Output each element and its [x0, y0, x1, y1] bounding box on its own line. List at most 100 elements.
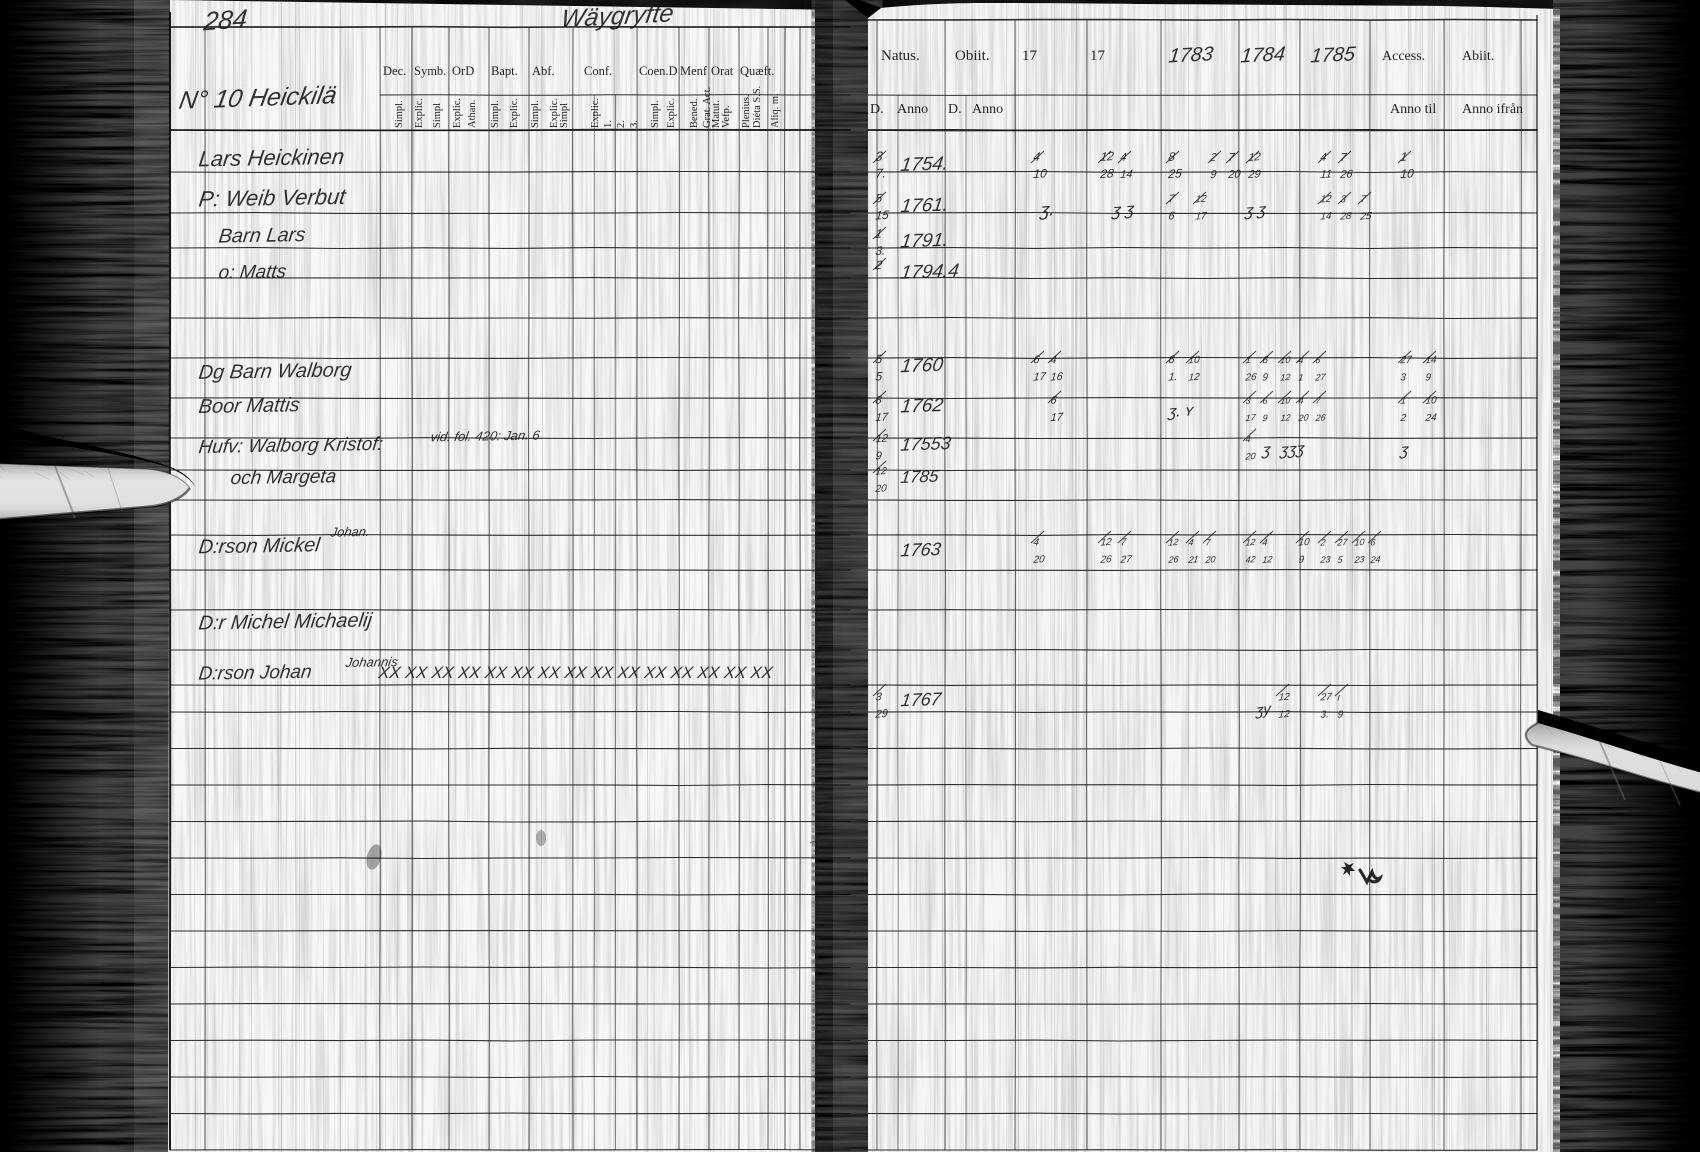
- svg-text:ʒ ʒ: ʒ ʒ: [1111, 200, 1135, 221]
- svg-text:Bened.: Bened.: [689, 99, 700, 128]
- svg-text:17: 17: [1195, 211, 1208, 223]
- svg-text:Vefp.: Vefp.: [721, 106, 732, 128]
- svg-text:26: 26: [1339, 168, 1354, 181]
- svg-text:10: 10: [1298, 537, 1311, 549]
- svg-text:Barn Lars: Barn Lars: [217, 224, 306, 247]
- svg-text:ʒ ʒ: ʒ ʒ: [1244, 201, 1268, 221]
- svg-text:12: 12: [1248, 151, 1261, 164]
- svg-text:Dec.: Dec.: [383, 64, 406, 78]
- svg-text:1754.: 1754.: [899, 153, 949, 176]
- svg-text:24: 24: [1369, 554, 1381, 565]
- svg-text:Johan.: Johan.: [329, 524, 371, 540]
- svg-text:12: 12: [875, 433, 888, 446]
- svg-text:Quæft.: Quæft.: [740, 64, 774, 78]
- svg-text:12: 12: [1100, 149, 1115, 164]
- svg-text:D:r Michel Michaelij: D:r Michel Michaelij: [197, 610, 373, 635]
- svg-text:D:rson Mickel: D:rson Mickel: [197, 534, 321, 558]
- svg-text:26: 26: [1099, 554, 1113, 566]
- svg-text:o: Matts: o: Matts: [217, 262, 288, 284]
- svg-text:10: 10: [1188, 355, 1201, 367]
- svg-text:Obiit.: Obiit.: [955, 48, 990, 64]
- svg-text:20: 20: [1297, 412, 1309, 423]
- svg-text:17: 17: [1050, 411, 1064, 424]
- svg-text:1794.4: 1794.4: [899, 261, 960, 284]
- svg-text:Simpl.: Simpl.: [650, 100, 661, 128]
- svg-text:1761.: 1761.: [899, 195, 949, 218]
- svg-text:24: 24: [1424, 412, 1438, 424]
- svg-text:Symb.: Symb.: [414, 64, 446, 78]
- svg-text:10: 10: [1400, 166, 1415, 181]
- svg-text:27: 27: [1314, 372, 1327, 383]
- svg-text:Diéta S.S.: Diéta S.S.: [752, 86, 763, 128]
- svg-text:12: 12: [1262, 554, 1273, 565]
- svg-text:Abiit.: Abiit.: [1462, 49, 1494, 64]
- svg-text:Access.: Access.: [1382, 49, 1425, 64]
- svg-text:XX XX XX XX XX XX XX XX XX XX: XX XX XX XX XX XX XX XX XX XX XX XX XX X…: [377, 663, 775, 682]
- svg-text:1.: 1.: [1168, 371, 1178, 384]
- svg-text:Athan.: Athan.: [467, 100, 478, 128]
- svg-text:12: 12: [1168, 537, 1179, 548]
- svg-text:N° 10 Heickilä: N° 10 Heickilä: [177, 81, 339, 114]
- svg-text:OrD: OrD: [452, 64, 474, 78]
- svg-text:Abf.: Abf.: [532, 64, 555, 78]
- svg-text:20: 20: [1244, 451, 1256, 462]
- svg-text:2: 2: [1209, 152, 1217, 165]
- svg-text:Plenius.: Plenius.: [741, 94, 752, 128]
- svg-text:ʒ. ʏ: ʒ. ʏ: [1167, 401, 1195, 421]
- svg-text:1763: 1763: [899, 539, 942, 560]
- svg-text:Natus.: Natus.: [881, 48, 920, 64]
- svg-text:20: 20: [1204, 554, 1216, 565]
- svg-text:Anno til: Anno til: [1390, 102, 1436, 117]
- svg-text:Aliq. m.: Aliq. m.: [770, 93, 781, 128]
- svg-text:Lars Heickinen: Lars Heickinen: [197, 144, 345, 171]
- svg-text:Boor Mattis: Boor Mattis: [197, 394, 301, 418]
- svg-text:9: 9: [875, 450, 882, 462]
- svg-text:1.: 1.: [603, 120, 614, 128]
- svg-text:Conf.: Conf.: [584, 64, 612, 78]
- svg-text:29: 29: [1247, 168, 1261, 181]
- svg-text:Orat: Orat: [711, 64, 734, 78]
- svg-text:Explic.: Explic.: [666, 98, 677, 128]
- svg-text:17: 17: [1090, 48, 1106, 64]
- svg-text:26: 26: [1314, 412, 1327, 423]
- svg-text:10: 10: [1354, 537, 1365, 548]
- svg-text:Bapt.: Bapt.: [491, 64, 518, 78]
- svg-text:12: 12: [1195, 194, 1208, 206]
- svg-text:Simpl.: Simpl.: [530, 100, 541, 128]
- svg-text:14: 14: [1320, 211, 1333, 223]
- svg-text:Simpl.: Simpl.: [394, 100, 405, 128]
- svg-text:11: 11: [1320, 168, 1333, 181]
- svg-text:20: 20: [1032, 554, 1046, 566]
- svg-text:12: 12: [1320, 194, 1333, 206]
- svg-text:28: 28: [1339, 211, 1353, 223]
- svg-text:Simpl: Simpl: [432, 103, 443, 128]
- svg-text:D:rson Johan: D:rson Johan: [197, 662, 312, 685]
- svg-text:Menf: Menf: [680, 64, 708, 78]
- svg-text:7.: 7.: [875, 165, 887, 181]
- svg-text:12: 12: [1245, 537, 1256, 548]
- svg-text:23: 23: [1319, 554, 1331, 565]
- svg-text:12: 12: [1278, 709, 1291, 721]
- svg-text:12: 12: [875, 466, 888, 478]
- svg-text:28: 28: [1099, 166, 1115, 181]
- svg-text:12: 12: [1278, 692, 1291, 704]
- svg-text:17: 17: [1033, 371, 1047, 384]
- svg-text:12: 12: [1280, 372, 1291, 383]
- svg-text:1767: 1767: [900, 689, 944, 710]
- svg-text:25: 25: [1359, 211, 1373, 223]
- svg-text:15: 15: [875, 208, 890, 223]
- svg-text:1783: 1783: [1167, 43, 1215, 67]
- svg-text:17553: 17553: [899, 433, 952, 455]
- svg-text:Explic.: Explic.: [452, 98, 463, 128]
- svg-text:Coen.D: Coen.D: [639, 64, 678, 78]
- svg-text:1784: 1784: [1239, 43, 1286, 67]
- svg-text:20: 20: [874, 483, 888, 495]
- svg-text:20: 20: [1227, 168, 1242, 181]
- svg-text:14: 14: [1425, 355, 1438, 367]
- svg-text:3.: 3.: [629, 120, 640, 128]
- svg-text:284: 284: [201, 3, 248, 36]
- svg-text:21: 21: [1187, 554, 1199, 565]
- svg-text:42: 42: [1245, 554, 1256, 565]
- svg-text:Explic.: Explic.: [414, 98, 425, 128]
- svg-text:1785: 1785: [1309, 43, 1357, 67]
